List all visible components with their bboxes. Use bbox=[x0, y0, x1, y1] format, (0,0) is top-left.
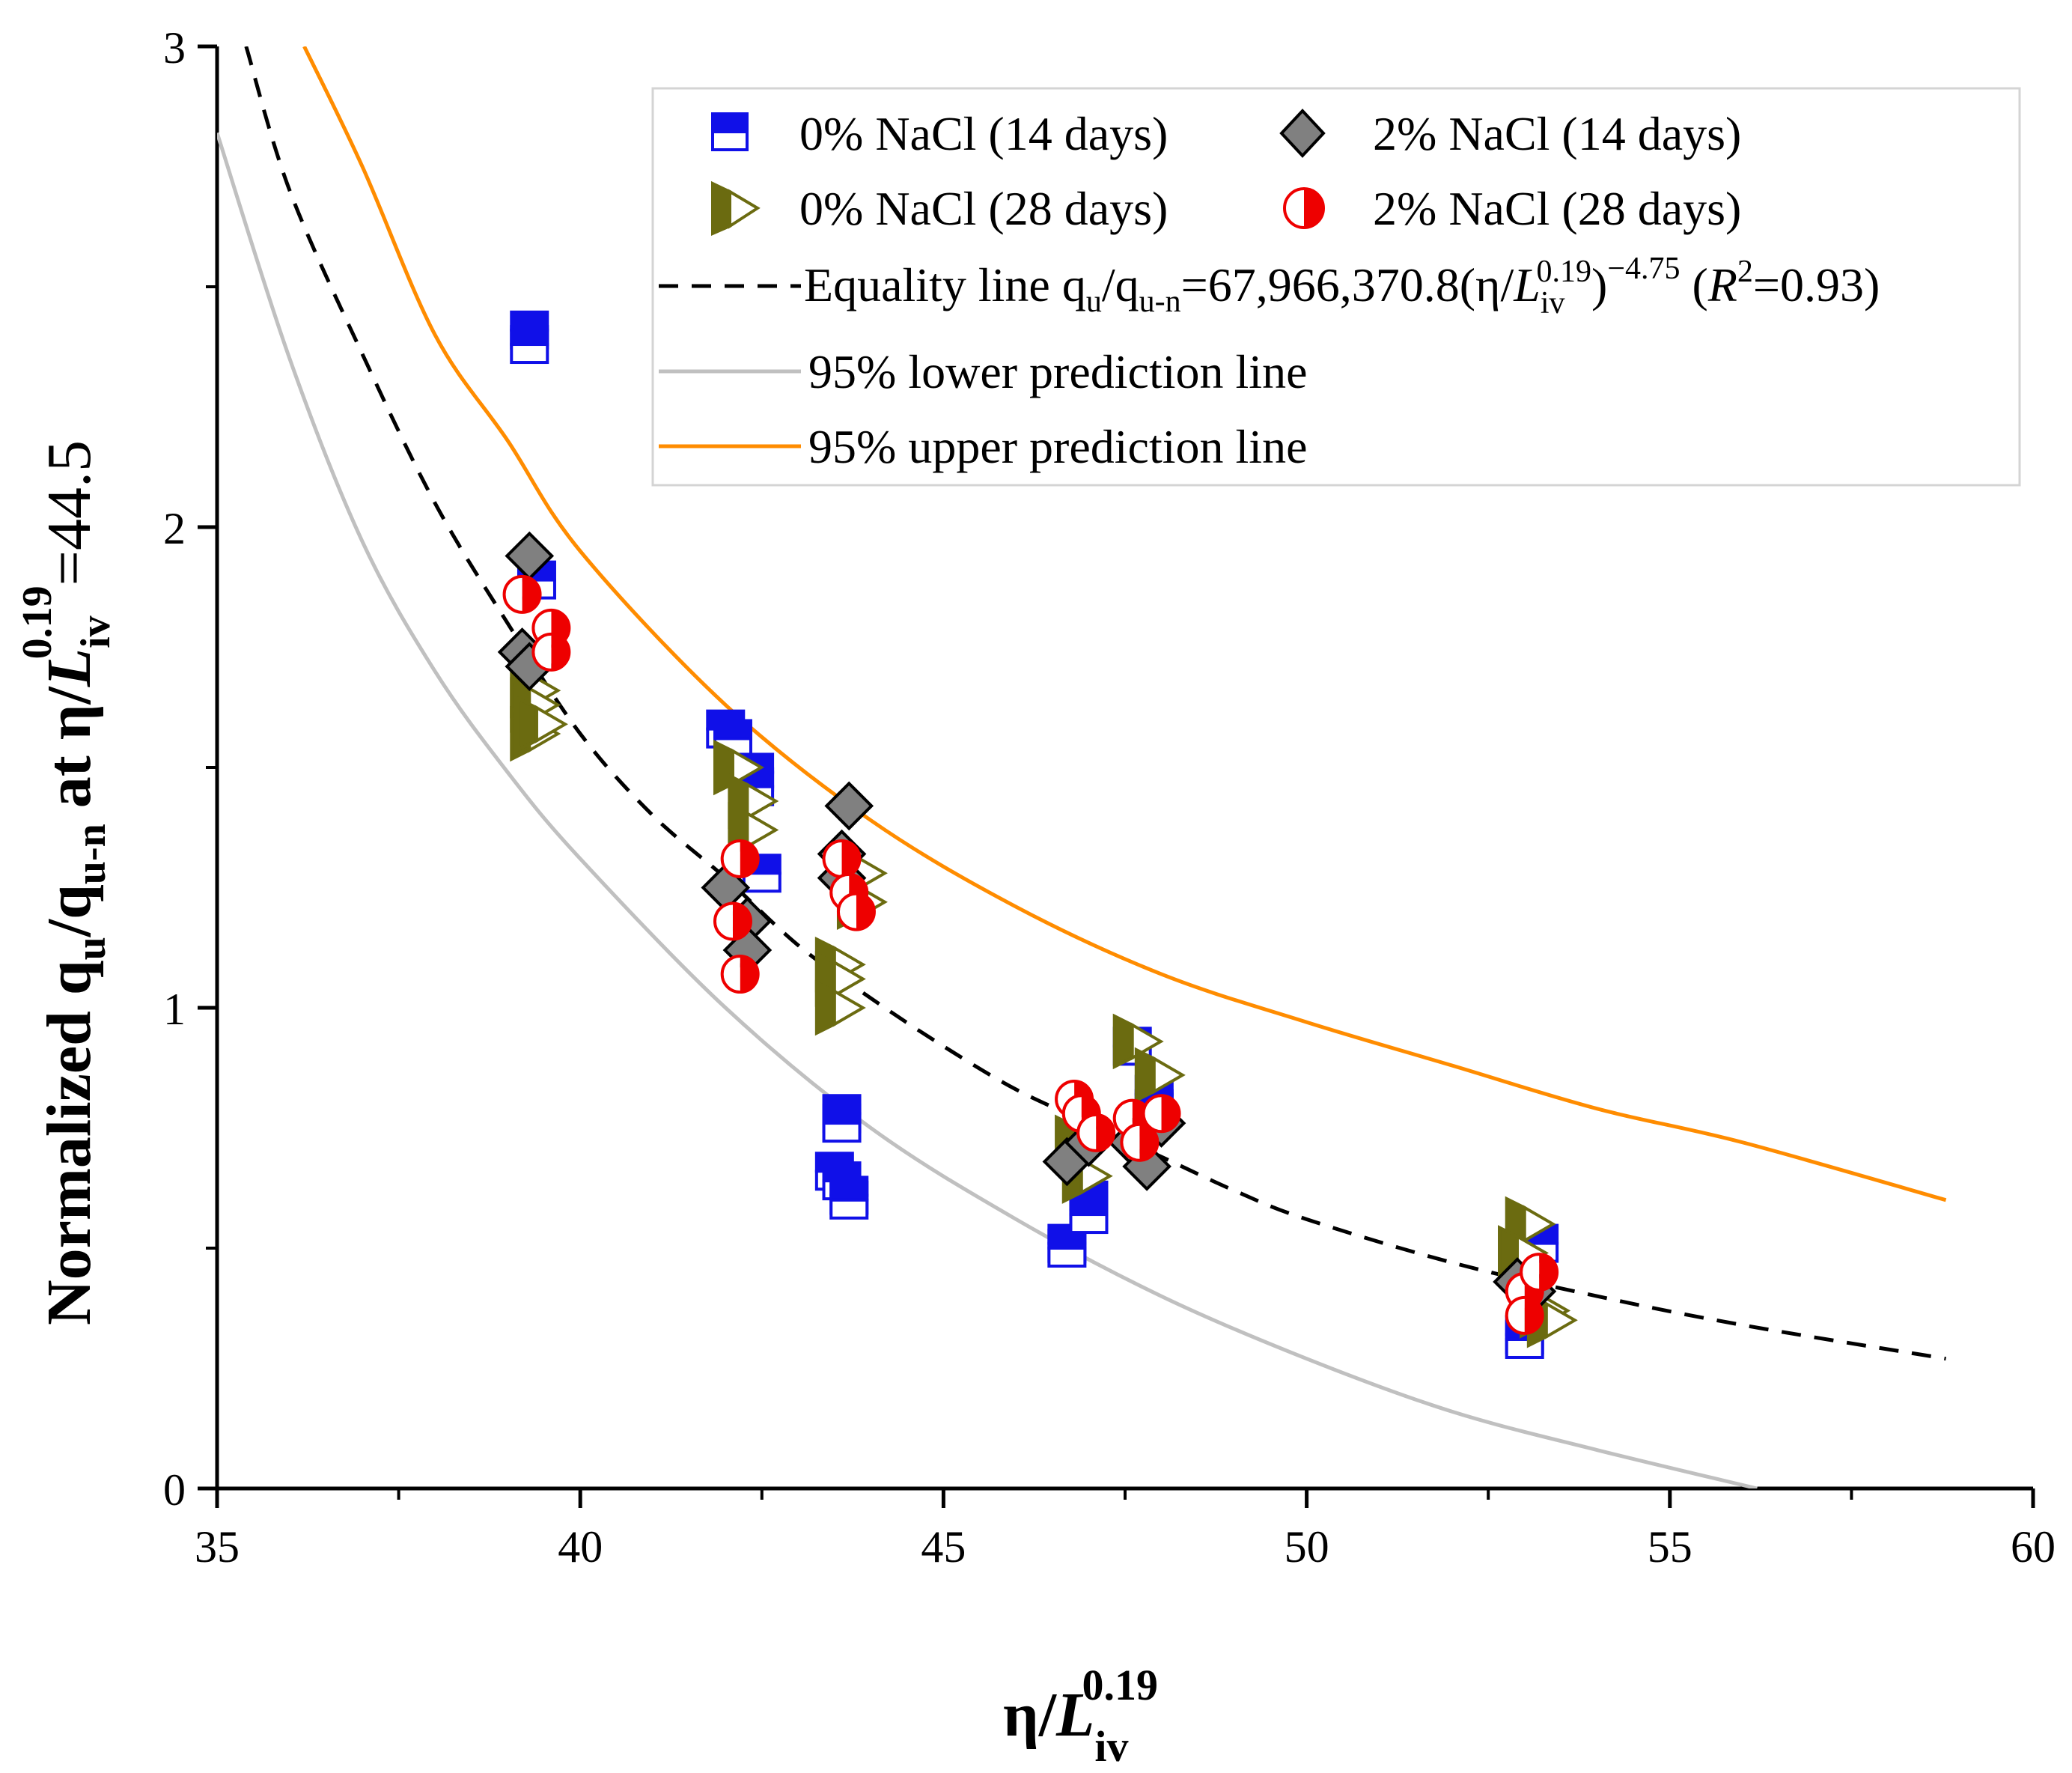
point-0-nacl-14-days bbox=[822, 1104, 862, 1143]
point-2-nacl-28-days bbox=[836, 892, 876, 931]
x-ticks: 35 40 45 50 55 60 bbox=[195, 1488, 2056, 1572]
x-tick-label: 45 bbox=[921, 1522, 966, 1572]
point-0-nacl-28-days bbox=[1134, 1047, 1186, 1104]
y-tick-label: 1 bbox=[163, 985, 186, 1034]
data-points bbox=[497, 310, 1578, 1359]
point-2-nacl-28-days bbox=[502, 574, 542, 614]
legend-marker-2pct-28d bbox=[1283, 187, 1325, 229]
x-tick-label: 35 bbox=[195, 1522, 240, 1572]
point-2-nacl-28-days bbox=[822, 839, 862, 878]
point-2-nacl-28-days bbox=[531, 632, 571, 672]
legend-label-0pct-28d: 0% NaCl (28 days) bbox=[799, 182, 1168, 235]
legend-label-upper: 95% upper prediction line bbox=[808, 420, 1307, 473]
x-tick-label: 55 bbox=[1648, 1522, 1692, 1572]
point-2-nacl-28-days bbox=[1520, 1253, 1559, 1292]
point-0-nacl-14-days bbox=[510, 325, 549, 365]
legend-marker-2pct-14d bbox=[1279, 109, 1326, 158]
point-0-nacl-28-days bbox=[1112, 1013, 1164, 1070]
legend-label-2pct-14d: 2% NaCl (14 days) bbox=[1373, 107, 1741, 160]
axes: 35 40 45 50 55 60 0 1 2 3 bbox=[163, 23, 2056, 1572]
point-2-nacl-28-days bbox=[720, 955, 760, 994]
legend-marker-0pct-28d bbox=[711, 180, 761, 237]
point-2-nacl-28-days bbox=[1505, 1295, 1544, 1335]
point-2-nacl-28-days bbox=[1142, 1094, 1181, 1134]
legend-box bbox=[651, 87, 2021, 487]
y-tick-label: 2 bbox=[163, 504, 186, 553]
legend-label-equality: Equality line qu/qu-n=67,966,370.8(η/Liv… bbox=[804, 252, 1880, 320]
x-tick-label: 60 bbox=[2011, 1522, 2056, 1572]
legend-label-0pct-14d: 0% NaCl (14 days) bbox=[799, 107, 1168, 160]
point-2-nacl-28-days bbox=[720, 839, 760, 878]
fit-lines bbox=[217, 46, 1947, 1488]
line-equality-line-q-u-q-u-n-67-966-370-8 bbox=[244, 46, 1946, 1361]
x-tick-label: 40 bbox=[558, 1522, 603, 1572]
legend: 0% NaCl (14 days) 2% NaCl (14 days) 0% N… bbox=[651, 87, 2021, 487]
point-2-nacl-28-days bbox=[1120, 1122, 1160, 1162]
legend-label-lower: 95% lower prediction line bbox=[808, 345, 1307, 398]
point-2-nacl-14-days bbox=[824, 781, 874, 831]
point-0-nacl-14-days bbox=[1047, 1229, 1087, 1268]
legend-marker-0pct-14d bbox=[711, 112, 749, 151]
y-ticks: 0 1 2 3 bbox=[163, 23, 217, 1515]
point-0-nacl-14-days bbox=[829, 1180, 869, 1220]
y-tick-label: 0 bbox=[163, 1465, 186, 1515]
x-axis-title: η/Liv0.19 bbox=[1003, 1661, 1158, 1771]
y-tick-label: 3 bbox=[163, 23, 186, 73]
line-95-lower-prediction-line bbox=[217, 132, 1758, 1488]
line-95-upper-prediction-line bbox=[302, 46, 1947, 1202]
point-0-nacl-14-days bbox=[1069, 1195, 1109, 1235]
point-0-nacl-28-days bbox=[814, 979, 866, 1036]
x-tick-label: 50 bbox=[1285, 1522, 1329, 1572]
y-axis-title: Normalized qu/qu-n at η/Liv0.19=44.5 bbox=[14, 440, 119, 1325]
point-2-nacl-28-days bbox=[713, 901, 752, 941]
point-0-nacl-28-days bbox=[517, 696, 568, 752]
point-2-nacl-28-days bbox=[1076, 1113, 1116, 1152]
legend-label-2pct-28d: 2% NaCl (28 days) bbox=[1373, 182, 1741, 235]
